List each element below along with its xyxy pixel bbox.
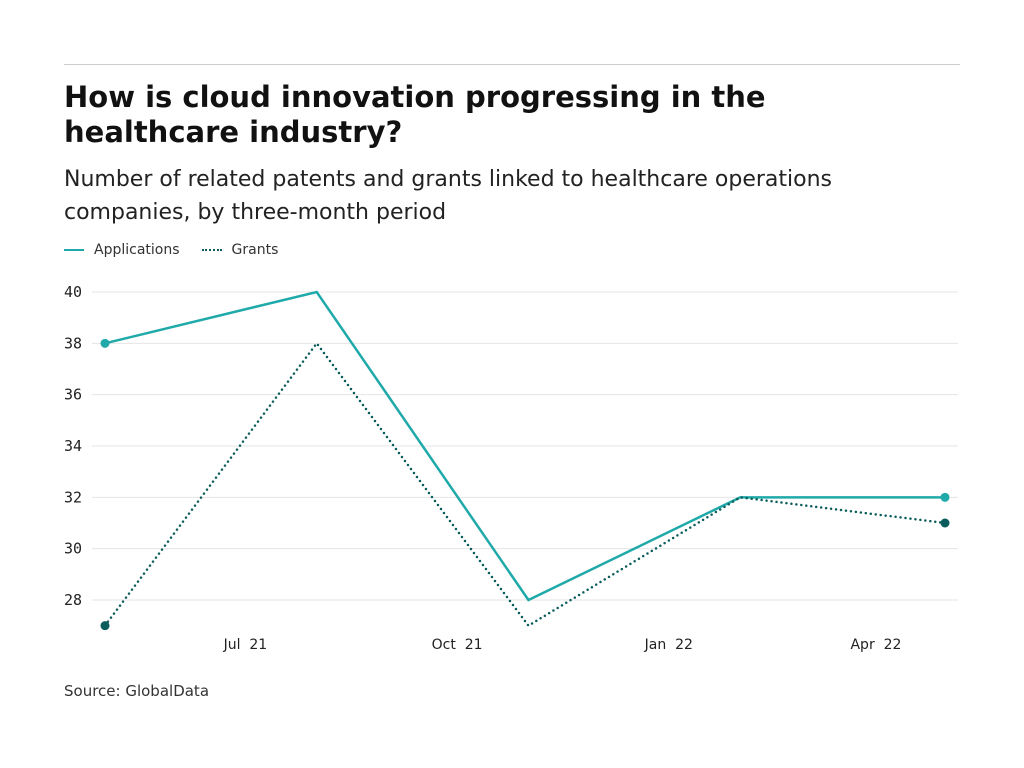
legend-label-grants: Grants: [231, 242, 279, 258]
series-line-applications: [104, 290, 945, 602]
legend-swatch-grants: [201, 249, 222, 251]
series-line-grants: [103, 341, 947, 628]
y-tick-label: 28: [64, 591, 82, 609]
legend-item-applications: Applications: [64, 242, 180, 258]
data-point-grants: [100, 621, 110, 631]
y-tick-label: 34: [64, 437, 82, 455]
x-tick-label: Jul 21: [223, 637, 268, 653]
y-tick-label: 32: [64, 488, 82, 506]
legend-swatch-applications: [64, 249, 84, 251]
source-note: Source: GlobalData: [64, 682, 210, 700]
data-point-grants: [940, 518, 950, 528]
y-tick-label: 36: [64, 386, 82, 404]
top-rule: [64, 64, 960, 65]
x-tick-label: Jan 22: [644, 637, 693, 653]
data-point-applications: [100, 338, 110, 348]
x-tick-label: Apr 22: [850, 637, 901, 653]
y-tick-label: 30: [64, 540, 82, 558]
legend: Applications Grants: [64, 242, 300, 258]
x-tick-label: Oct 21: [432, 637, 483, 653]
legend-item-grants: Grants: [201, 242, 279, 258]
chart-subtitle: Number of related patents and grants lin…: [64, 167, 833, 225]
chart-title: How is cloud innovation progressing in t…: [64, 80, 766, 149]
data-point-applications: [940, 492, 950, 502]
legend-label-applications: Applications: [94, 242, 180, 258]
y-tick-label: 40: [64, 283, 82, 301]
y-tick-label: 38: [64, 334, 82, 352]
